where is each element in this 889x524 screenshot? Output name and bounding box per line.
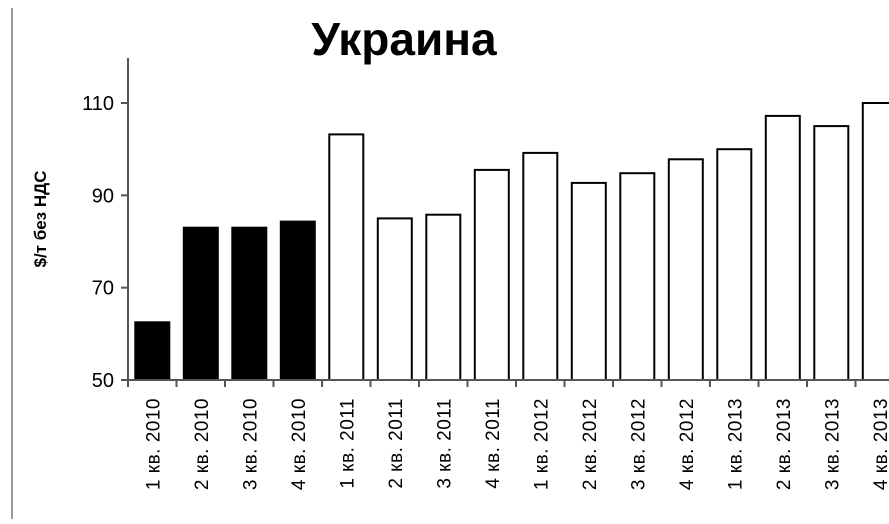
x-tick-label: 1 кв. 2011	[337, 398, 358, 489]
x-tick-label: 4 кв. 2011	[483, 398, 504, 489]
bar-2	[182, 226, 219, 381]
x-tick-label: 3 кв. 2010	[240, 398, 261, 490]
bar-1	[134, 321, 171, 381]
axes-group	[122, 58, 889, 381]
bar-10	[570, 181, 607, 381]
bar-8	[473, 168, 510, 381]
bar-12	[667, 158, 704, 381]
x-tick-label: 4 кв. 2010	[289, 398, 310, 490]
x-tick-label: 1 кв. 2012	[531, 398, 552, 490]
x-tick-label: 2 кв. 2010	[192, 398, 213, 490]
y-tick-label: 110	[82, 93, 114, 115]
x-tick-label: 2 кв. 2013	[774, 398, 795, 490]
bars-group	[134, 102, 889, 382]
x-tick-label: 1 кв. 2013	[725, 398, 746, 490]
y-axis-label: $/т без НДС	[31, 170, 50, 267]
x-tick-label: 3 кв. 2013	[822, 398, 843, 490]
bar-9	[522, 151, 559, 381]
y-ticks-group: 50 70 90 110	[82, 93, 128, 392]
x-tick-label: 3 кв. 2011	[434, 398, 455, 489]
x-tick-label: 2 кв. 2012	[580, 398, 601, 490]
x-tick-label: 3 кв. 2012	[628, 398, 649, 490]
bar-16	[861, 102, 889, 381]
x-tick-label: 2 кв. 2011	[386, 398, 407, 489]
x-tick-label: 4 кв. 2013	[871, 398, 889, 490]
bar-4	[279, 220, 316, 381]
bar-6	[376, 217, 413, 381]
y-tick-label: 90	[92, 185, 114, 207]
y-tick-label: 50	[92, 370, 114, 392]
bar-15	[813, 125, 850, 381]
y-tick-label: 70	[92, 278, 114, 300]
x-tick-label: 1 кв. 2010	[143, 398, 164, 490]
x-tick-label: 4 кв. 2012	[677, 398, 698, 490]
bar-14	[764, 114, 801, 382]
x-ticks-group: 1 кв. 2010 2 кв. 2010 3 кв. 2010 4 кв. 2010…	[127, 380, 889, 490]
chart-title: Украина	[311, 13, 497, 65]
bar-3	[231, 226, 268, 381]
bar-11	[619, 172, 656, 381]
bar-7	[425, 213, 462, 381]
bar-5	[328, 133, 365, 381]
bar-13	[716, 148, 753, 381]
